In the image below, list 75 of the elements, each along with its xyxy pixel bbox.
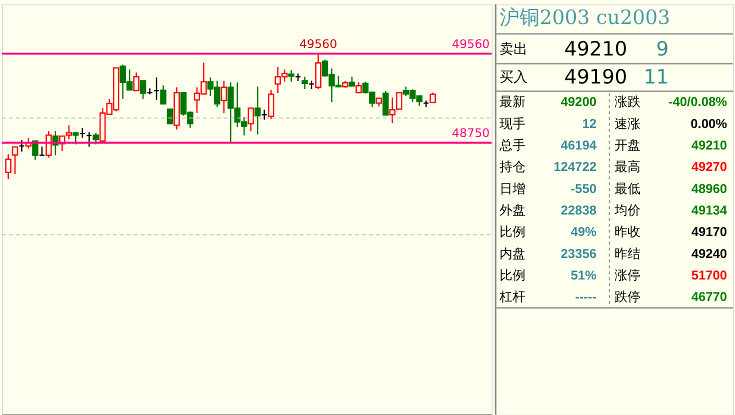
- candlestick: [46, 130, 52, 158]
- text: 49190: [564, 65, 628, 88]
- text: -----: [575, 289, 597, 304]
- candlestick: [5, 154, 12, 180]
- candlestick: [160, 84, 166, 104]
- text: 卖出: [500, 42, 528, 58]
- text: 均价: [613, 203, 640, 218]
- text: 9: [656, 38, 669, 61]
- text: 49210: [564, 38, 628, 61]
- text: 51%: [570, 267, 598, 282]
- text: 昨收: [614, 225, 640, 240]
- text: -550: [570, 180, 597, 196]
- candlestick: [140, 80, 146, 100]
- text: 内盘: [500, 246, 526, 262]
- candlestick: [146, 88, 153, 95]
- text: 最新: [500, 95, 526, 110]
- text: 49210: [691, 137, 728, 152]
- text: 124722: [554, 159, 597, 174]
- text: 杠杆: [498, 290, 526, 306]
- text: 49170: [691, 224, 728, 240]
- candlestick: [430, 92, 436, 104]
- text: -40/0.08%: [668, 94, 728, 110]
- candlestick: [248, 107, 254, 132]
- candlestick: [382, 90, 389, 116]
- text: 48960: [691, 180, 728, 196]
- text: 49%: [570, 224, 598, 240]
- candlestick: [261, 109, 268, 120]
- text: 买入: [500, 69, 528, 86]
- text: 开盘: [614, 138, 640, 154]
- text: 总手: [498, 138, 526, 154]
- candlestick: [12, 146, 18, 175]
- text: 持仓: [500, 160, 526, 176]
- text: 速涨: [614, 116, 640, 132]
- text: 沪铜2003 cu2003: [500, 6, 670, 30]
- text: 46194: [560, 137, 598, 152]
- candlestick: [18, 139, 25, 152]
- candlestick: [302, 76, 308, 90]
- text: 51700: [691, 267, 728, 282]
- text: 22838: [560, 202, 597, 218]
- text: 比例: [500, 268, 526, 284]
- text: 11: [644, 65, 669, 88]
- text: 0.00%: [690, 116, 728, 131]
- candlestick: [153, 76, 160, 101]
- text: 涨跌: [614, 95, 640, 110]
- candlestick: [72, 131, 79, 146]
- candlestick: [268, 89, 274, 120]
- text: 12: [582, 116, 597, 131]
- text: 49240: [691, 246, 728, 261]
- text: 昨结: [614, 246, 640, 262]
- candlestick: [348, 76, 356, 87]
- annotation: 49560: [299, 36, 338, 51]
- candlestick: [220, 80, 228, 114]
- candlestick: [133, 72, 140, 92]
- candlestick: [86, 132, 92, 148]
- text: 跌停: [614, 290, 640, 306]
- text: 涨停: [614, 268, 640, 284]
- candlestick: [288, 70, 294, 82]
- text: 49200: [560, 94, 597, 110]
- ref-line-label: 49560: [452, 36, 490, 51]
- text: 比例: [500, 225, 526, 240]
- text: 49134: [691, 202, 728, 218]
- text: 最高: [614, 159, 640, 176]
- text: 46770: [691, 289, 728, 304]
- candlestick: [92, 132, 99, 146]
- text: 23356: [560, 246, 597, 261]
- candlestick: [254, 86, 261, 136]
- text: 日增: [500, 182, 526, 197]
- candlestick: [356, 82, 362, 94]
- text: 最低: [614, 182, 640, 197]
- text: 外盘: [500, 203, 526, 218]
- ref-line-label: 48750: [452, 126, 490, 140]
- candlestick: [166, 108, 174, 124]
- text: 现手: [500, 116, 526, 132]
- candlestick: [79, 127, 86, 138]
- text: 49270: [691, 159, 728, 174]
